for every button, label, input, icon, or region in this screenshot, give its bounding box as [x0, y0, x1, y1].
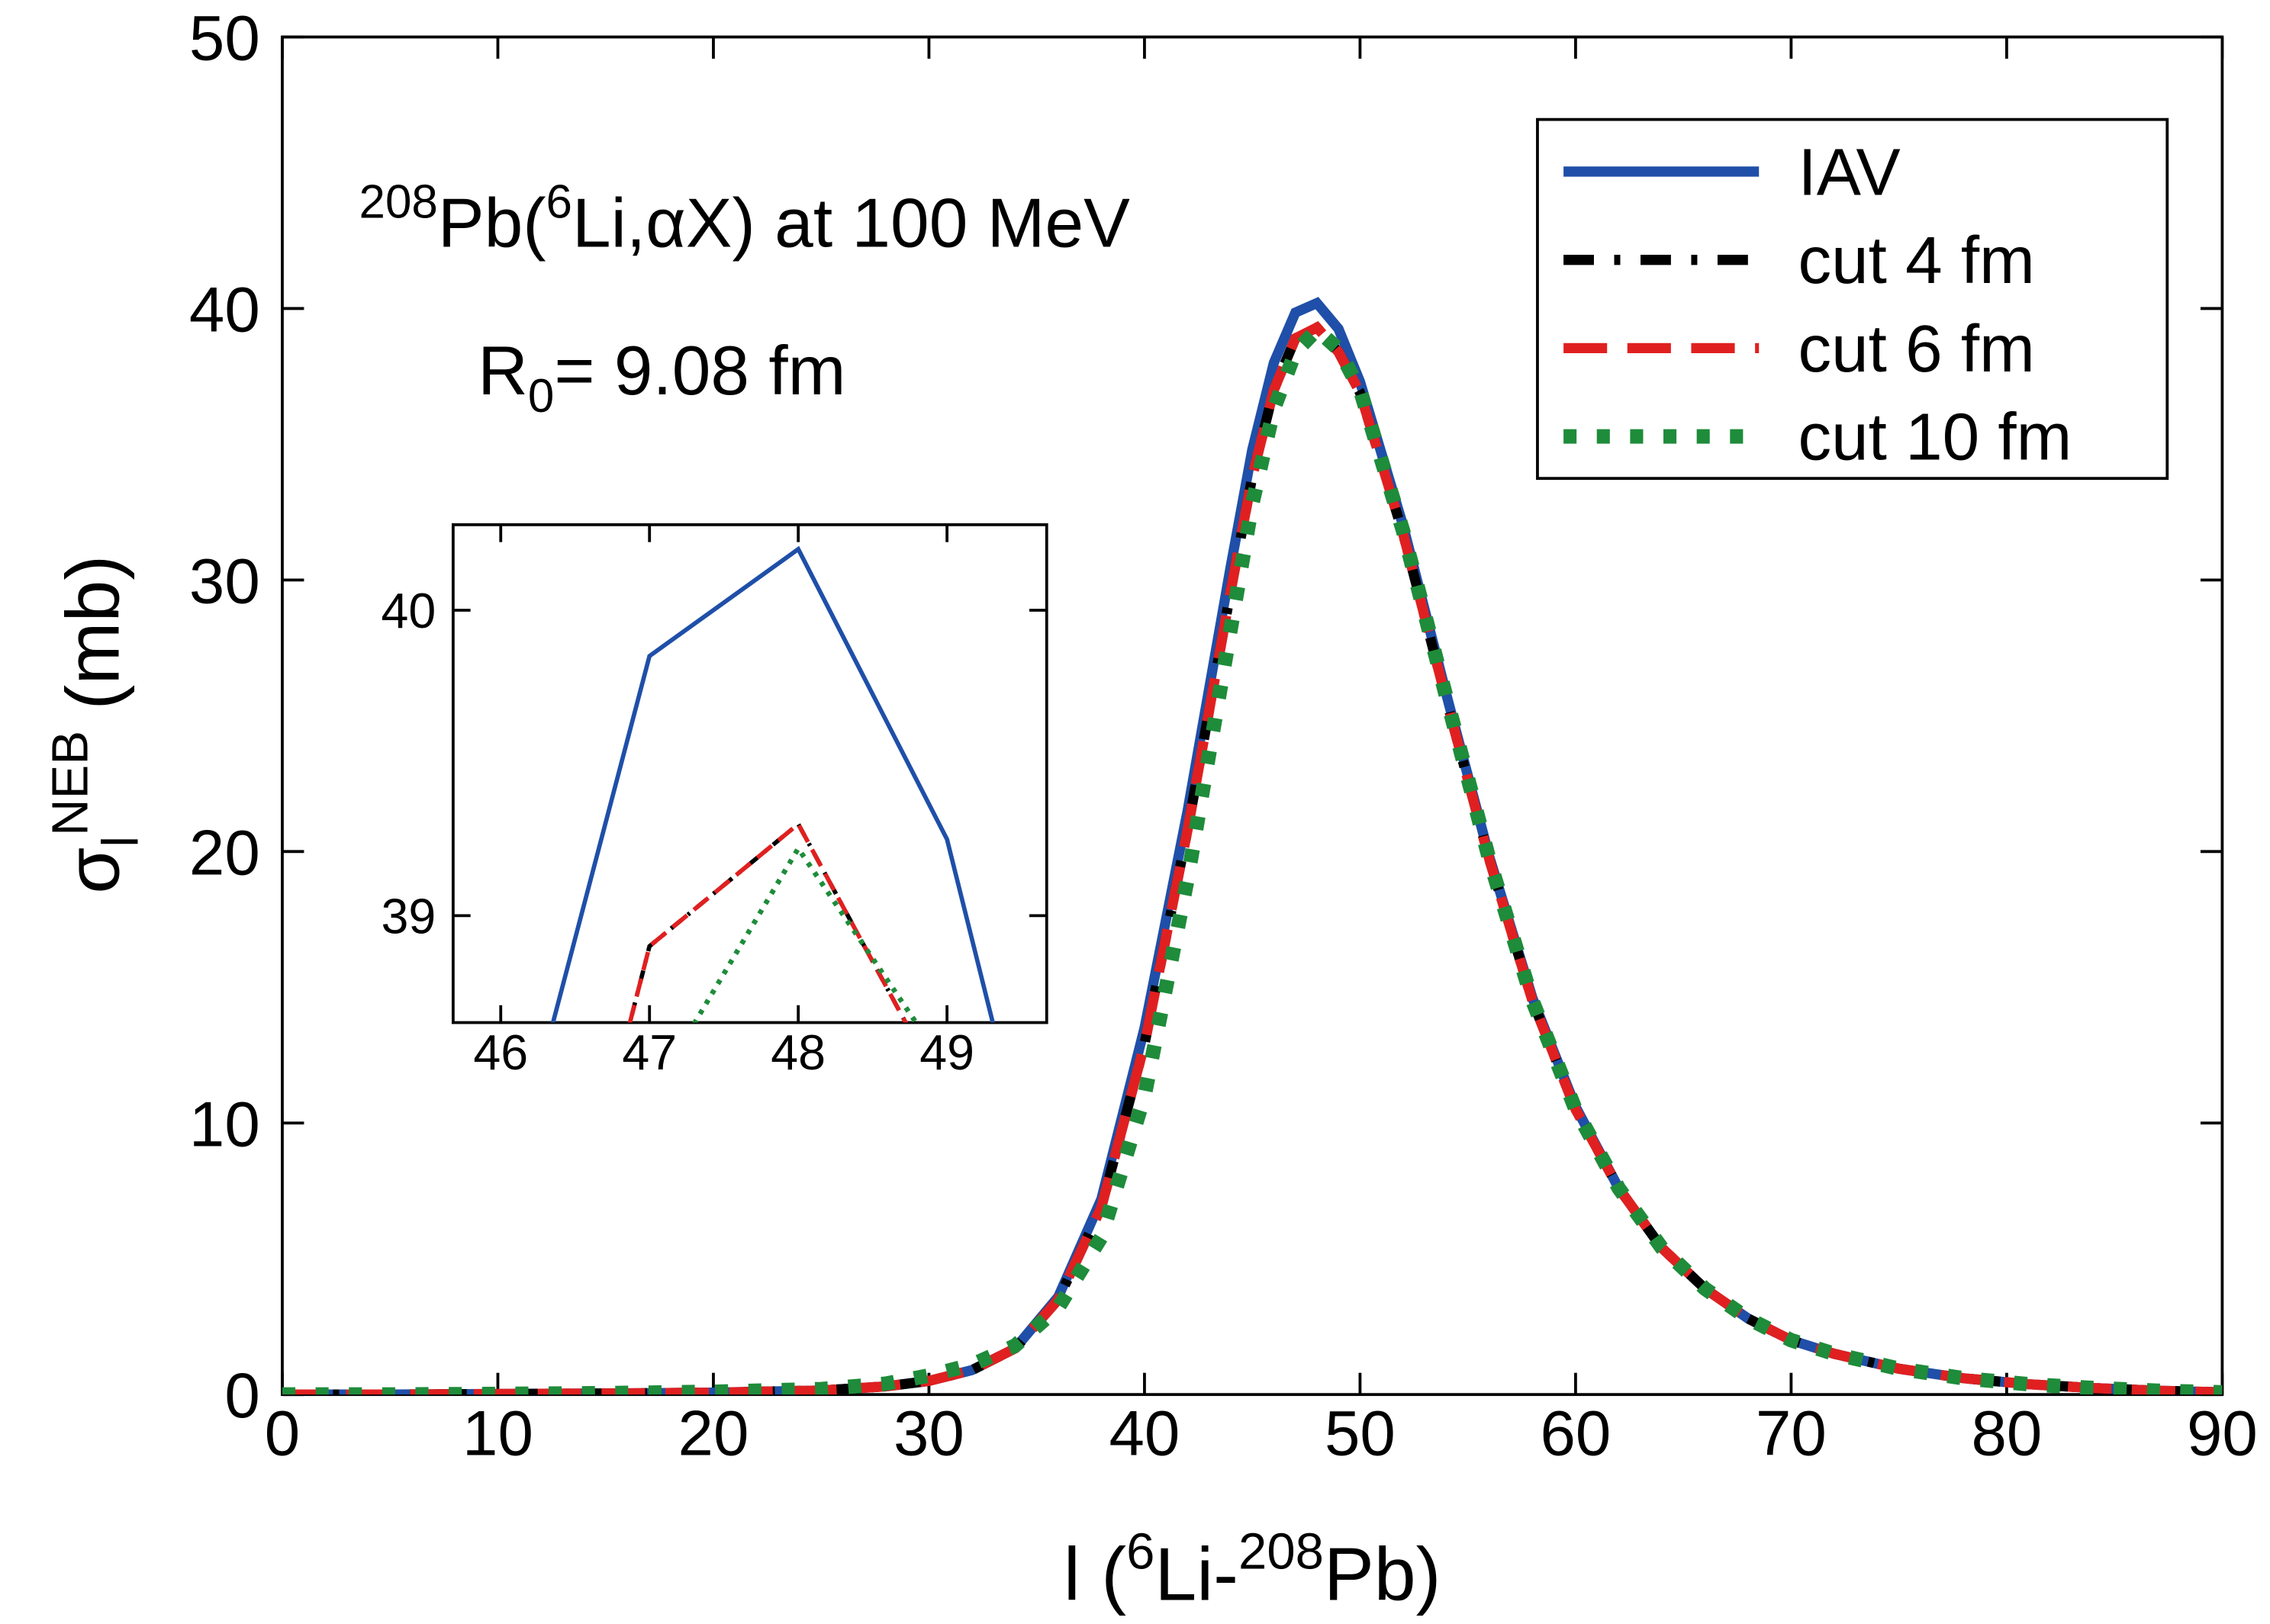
legend-label: cut 4 fm — [1798, 224, 2034, 297]
x-axis-label: l (6Li-208Pb) — [1064, 1523, 1441, 1616]
x-tick-label: 10 — [462, 1397, 533, 1468]
y-axis-label-part: NEB — [41, 731, 98, 836]
annotation-part: 0 — [528, 370, 554, 423]
x-axis-label-part: Li- — [1154, 1532, 1238, 1616]
y-tick-label: 40 — [189, 273, 260, 345]
x-tick-label: 47 — [622, 1025, 677, 1080]
y-tick-label: 30 — [189, 545, 260, 616]
x-axis-label-part: l ( — [1064, 1532, 1126, 1616]
x-tick-label: 90 — [2187, 1397, 2258, 1468]
annotation: R0= 9.08 fm — [478, 333, 845, 423]
plot-frame — [451, 523, 1048, 1024]
y-tick-label: 10 — [189, 1088, 260, 1159]
annotation-part: R — [478, 333, 528, 410]
legend-label: IAV — [1798, 135, 1900, 209]
data-line — [550, 545, 996, 1023]
annotation-part: 208 — [359, 175, 438, 228]
annotation-part: 6 — [546, 175, 572, 228]
annotation: 208Pb(6Li,αX) at 100 MeV — [359, 175, 1131, 262]
y-tick-label: 40 — [382, 584, 436, 638]
y-tick-label: 50 — [189, 2, 260, 74]
x-tick-label: 60 — [1540, 1397, 1611, 1468]
x-tick-label: 40 — [1109, 1397, 1180, 1468]
x-tick-label: 49 — [919, 1025, 974, 1080]
y-axis-label-part: l — [92, 836, 149, 847]
annotation-part: Li,αX) at 100 MeV — [572, 185, 1130, 262]
x-tick-label: 70 — [1756, 1397, 1827, 1468]
x-tick-label: 20 — [678, 1397, 749, 1468]
legend-label: cut 10 fm — [1798, 400, 2072, 474]
x-axis-label-part: Pb) — [1324, 1532, 1441, 1616]
x-tick-label: 80 — [1971, 1397, 2042, 1468]
legend-label: cut 6 fm — [1798, 312, 2034, 386]
y-axis-label-part: (mb) — [51, 555, 135, 731]
x-axis-label-part: 6 — [1126, 1523, 1154, 1580]
x-tick-label: 46 — [473, 1025, 528, 1080]
x-tick-label: 30 — [894, 1397, 964, 1468]
y-axis-label: σlNEB (mb) — [41, 555, 149, 894]
x-axis-label-part: 208 — [1238, 1523, 1324, 1580]
x-tick-label: 48 — [771, 1025, 826, 1080]
y-axis-label-part: σ — [51, 847, 135, 894]
y-tick-label: 20 — [189, 816, 260, 888]
legend-box — [1536, 117, 2169, 481]
x-tick-label: 50 — [1325, 1397, 1396, 1468]
data-line — [282, 319, 2223, 1395]
plot-lines — [282, 297, 2223, 1395]
y-tick-label: 39 — [382, 889, 436, 944]
plot-lines — [550, 545, 996, 1023]
annotation-part: = 9.08 fm — [554, 333, 845, 410]
annotation-part: Pb( — [438, 185, 546, 262]
x-tick-label: 0 — [265, 1397, 300, 1468]
y-tick-label: 0 — [224, 1359, 259, 1431]
